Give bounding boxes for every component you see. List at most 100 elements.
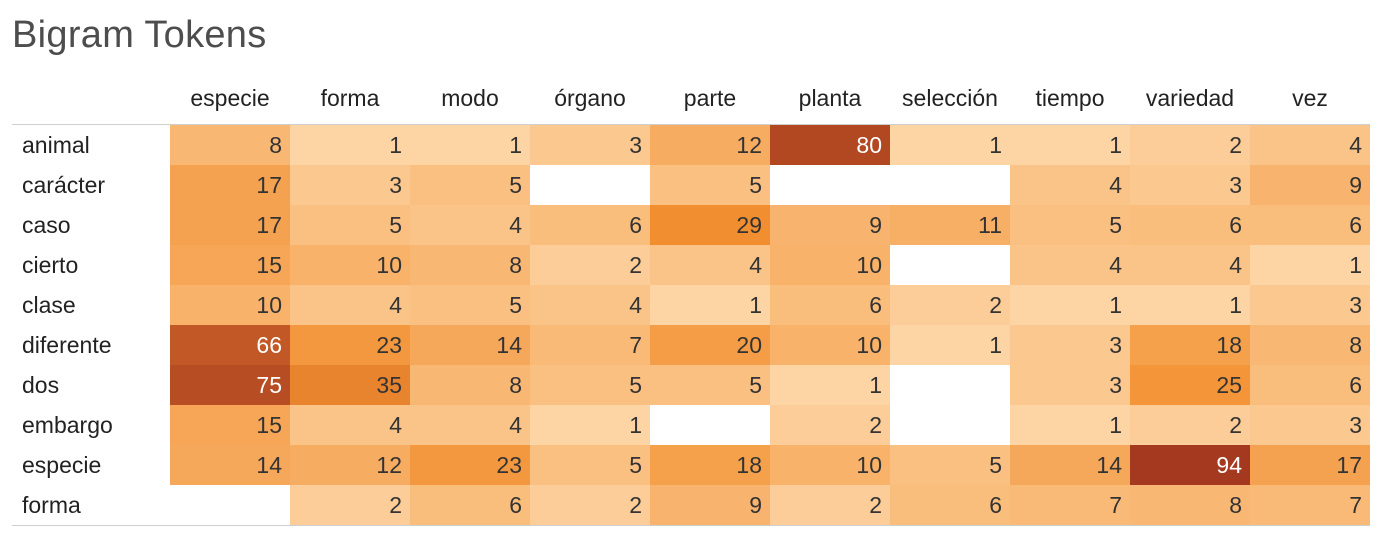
heatmap-cell — [1250, 245, 1370, 285]
row-label: diferente — [22, 332, 112, 358]
heatmap-cell — [410, 325, 530, 365]
column-label: tiempo — [1035, 85, 1104, 111]
heatmap-cell — [530, 285, 650, 325]
cell-value-label: 1 — [989, 332, 1002, 358]
cell-value-label: 6 — [1349, 212, 1362, 238]
heatmap-cell — [290, 485, 410, 525]
heatmap-cell — [650, 165, 770, 205]
heatmap-cell — [290, 445, 410, 485]
cell-value-label: 1 — [749, 292, 762, 318]
cell-value-label: 17 — [256, 212, 282, 238]
heatmap-cell — [890, 485, 1010, 525]
cell-value-label: 12 — [376, 452, 402, 478]
cell-value-label: 3 — [1349, 412, 1362, 438]
cell-value-label: 8 — [509, 372, 522, 398]
cell-value-label: 3 — [389, 172, 402, 198]
cell-value-label: 4 — [509, 212, 522, 238]
heatmap-cell — [1130, 485, 1250, 525]
heatmap-cell — [170, 325, 290, 365]
cell-value-label: 4 — [1109, 252, 1122, 278]
cell-value-label: 35 — [376, 372, 402, 398]
cell-value-label: 1 — [509, 132, 522, 158]
cell-value-label: 1 — [1349, 252, 1362, 278]
heatmap-cell — [1250, 365, 1370, 405]
cell-value-label: 8 — [269, 132, 282, 158]
heatmap-cell — [650, 285, 770, 325]
cell-value-label: 3 — [1229, 172, 1242, 198]
heatmap-cell — [1010, 245, 1130, 285]
cell-value-label: 2 — [1229, 132, 1242, 158]
cell-value-label: 8 — [1349, 332, 1362, 358]
column-label: selección — [902, 85, 998, 111]
cell-value-label: 5 — [749, 372, 762, 398]
heatmap-cell — [290, 285, 410, 325]
cell-value-label: 1 — [629, 412, 642, 438]
heatmap-cell — [890, 325, 1010, 365]
cell-value-label: 5 — [509, 172, 522, 198]
heatmap-cell — [890, 205, 1010, 245]
cell-value-label: 80 — [856, 132, 882, 158]
heatmap-cell — [770, 445, 890, 485]
column-label: vez — [1292, 85, 1328, 111]
cell-value-label: 17 — [1336, 452, 1362, 478]
heatmap-cell — [770, 485, 890, 525]
cell-value-label: 20 — [736, 332, 762, 358]
heatmap-cell — [650, 245, 770, 285]
cell-value-label: 5 — [749, 172, 762, 198]
heatmap-cell — [1130, 125, 1250, 165]
cell-value-label: 5 — [509, 292, 522, 318]
heatmap-cell — [530, 445, 650, 485]
cell-value-label: 1 — [389, 132, 402, 158]
heatmap-cell — [530, 125, 650, 165]
column-label: forma — [321, 85, 380, 111]
heatmap-cell — [410, 205, 530, 245]
heatmap-cell — [1010, 285, 1130, 325]
cell-value-label: 5 — [629, 372, 642, 398]
heatmap-cell — [770, 245, 890, 285]
row-label: dos — [22, 372, 59, 398]
heatmap-cell — [650, 125, 770, 165]
cell-value-label: 2 — [869, 492, 882, 518]
heatmap-cell — [650, 325, 770, 365]
heatmap-cell — [1130, 325, 1250, 365]
cell-value-label: 18 — [736, 452, 762, 478]
heatmap-cell — [290, 405, 410, 445]
heatmap-cell — [170, 445, 290, 485]
cell-value-label: 29 — [736, 212, 762, 238]
column-label: variedad — [1146, 85, 1234, 111]
cell-value-label: 2 — [1229, 412, 1242, 438]
heatmap-cell — [1010, 485, 1130, 525]
row-label: embargo — [22, 412, 113, 438]
heatmap-cell — [170, 205, 290, 245]
heatmap-cell — [650, 365, 770, 405]
cell-value-label: 8 — [1229, 492, 1242, 518]
heatmap-cell — [1010, 165, 1130, 205]
row-label: animal — [22, 132, 90, 158]
cell-value-label: 4 — [509, 412, 522, 438]
heatmap-cell — [410, 445, 530, 485]
heatmap-cell — [1010, 365, 1130, 405]
heatmap-cell — [650, 485, 770, 525]
heatmap-cell — [650, 445, 770, 485]
heatmap-cell — [410, 285, 530, 325]
cell-value-label: 2 — [629, 252, 642, 278]
row-label: cierto — [22, 252, 78, 278]
heatmap-cell — [650, 205, 770, 245]
cell-value-label: 75 — [256, 372, 282, 398]
heatmap-cell — [410, 245, 530, 285]
heatmap-cell — [170, 405, 290, 445]
heatmap-cell — [1250, 325, 1370, 365]
heatmap-cell — [890, 125, 1010, 165]
heatmap-cell — [410, 125, 530, 165]
cell-value-label: 10 — [856, 252, 882, 278]
heatmap-cell — [410, 165, 530, 205]
heatmap-cell — [890, 445, 1010, 485]
cell-value-label: 10 — [256, 292, 282, 318]
cell-value-label: 11 — [978, 212, 1002, 238]
cell-value-label: 15 — [256, 412, 282, 438]
heatmap-cell — [1250, 445, 1370, 485]
cell-value-label: 14 — [1096, 452, 1122, 478]
row-label: clase — [22, 292, 76, 318]
row-label: especie — [22, 452, 101, 478]
cell-value-label: 2 — [389, 492, 402, 518]
